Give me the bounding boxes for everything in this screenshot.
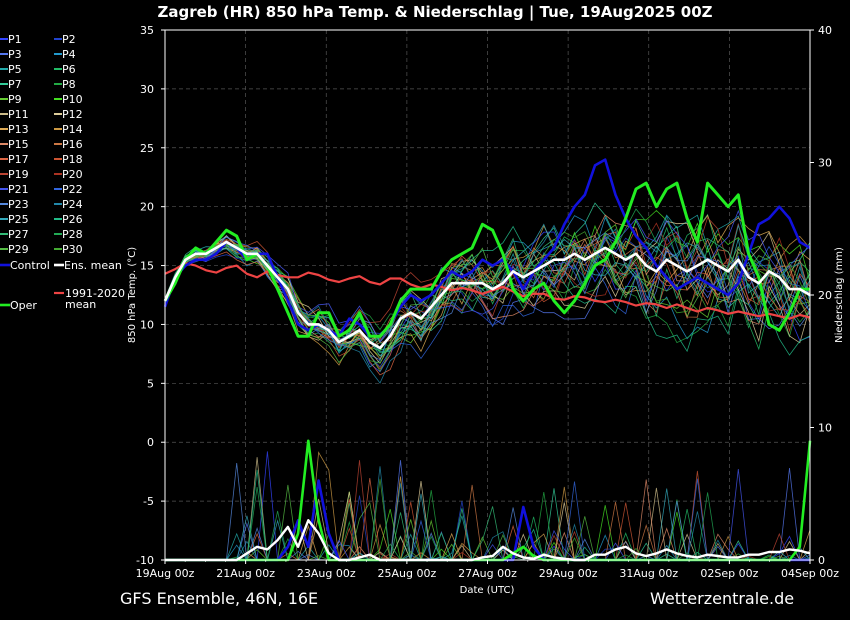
x-tick-label: 31Aug 00z bbox=[619, 567, 678, 580]
legend-label: Control bbox=[10, 259, 50, 272]
legend-label: 1991-2020 mean bbox=[65, 287, 125, 311]
legend-label: P26 bbox=[62, 213, 83, 226]
y2-axis-label: Niederschlag (mm) bbox=[834, 247, 845, 343]
precip-line-ens-mean bbox=[165, 519, 811, 562]
y-tick-label: 30 bbox=[140, 83, 154, 96]
y-tick-label: 35 bbox=[140, 24, 154, 37]
legend-label: P9 bbox=[8, 93, 22, 106]
legend-label: P4 bbox=[62, 48, 76, 61]
y2-tick-label: 20 bbox=[818, 289, 832, 302]
legend-label: P12 bbox=[62, 108, 83, 121]
series-line-oper bbox=[163, 181, 810, 338]
x-axis-label: Date (UTC) bbox=[460, 585, 515, 596]
footer-source: Wetterzentrale.de bbox=[650, 589, 794, 608]
legend-label: Oper bbox=[10, 299, 37, 312]
x-tick-label: 02Sep 00z bbox=[700, 567, 758, 580]
legend-label: P8 bbox=[62, 78, 76, 91]
footer-model: GFS Ensemble, 46N, 16E bbox=[120, 589, 318, 608]
y2-tick-label: 30 bbox=[818, 157, 832, 170]
legend-label: P21 bbox=[8, 183, 29, 196]
y2-axis-ticks: 40 30 20 10 0 bbox=[810, 24, 832, 567]
x-tick-label: 19Aug 00z bbox=[136, 567, 195, 580]
legend-label: P28 bbox=[62, 228, 83, 241]
y-tick-label: -5 bbox=[143, 495, 154, 508]
y-tick-label: 10 bbox=[140, 318, 154, 331]
series-line-ens-mean bbox=[163, 240, 811, 350]
y-tick-label: -10 bbox=[136, 554, 154, 567]
legend-label: P17 bbox=[8, 153, 29, 166]
legend-label: Ens. mean bbox=[64, 259, 122, 272]
legend-label: P25 bbox=[8, 213, 29, 226]
legend-label: P1 bbox=[8, 33, 22, 46]
y-tick-label: 5 bbox=[147, 377, 154, 390]
member-line-p21 bbox=[164, 209, 811, 343]
y2-tick-label: 10 bbox=[818, 422, 832, 435]
legend-label: P10 bbox=[62, 93, 83, 106]
x-tick-label: 29Aug 00z bbox=[539, 567, 598, 580]
legend: P1 P2 P3 P4 P5 P6 P7 P8 P9 P10 P11 P12 P13 P14 P15 P16 P… bbox=[0, 33, 125, 312]
x-tick-label: 25Aug 00z bbox=[378, 567, 437, 580]
legend-label: P24 bbox=[62, 198, 83, 211]
y-tick-label: 20 bbox=[140, 201, 154, 214]
legend-label: P3 bbox=[8, 48, 22, 61]
x-tick-label: 04Sep 00z bbox=[781, 567, 839, 580]
legend-label: P19 bbox=[8, 168, 29, 181]
legend-label: P30 bbox=[62, 243, 83, 256]
x-tick-label: 21Aug 00z bbox=[216, 567, 275, 580]
legend-label: P20 bbox=[62, 168, 83, 181]
legend-label: P22 bbox=[62, 183, 83, 196]
legend-label: P29 bbox=[8, 243, 29, 256]
legend-label: P6 bbox=[62, 63, 76, 76]
chart-title: Zagreb (HR) 850 hPa Temp. & Niederschlag… bbox=[157, 3, 712, 22]
legend-label: P18 bbox=[62, 153, 83, 166]
legend-label: P2 bbox=[62, 33, 76, 46]
series-line-control bbox=[163, 158, 811, 338]
legend-label: P7 bbox=[8, 78, 22, 91]
legend-label: P13 bbox=[8, 123, 29, 136]
series-lines bbox=[163, 158, 811, 350]
y2-tick-label: 40 bbox=[818, 24, 832, 37]
y-axis-ticks: 35 30 25 20 15 10 5 0 -5 -10 bbox=[136, 24, 165, 567]
x-tick-label: 27Aug 00z bbox=[458, 567, 517, 580]
y-tick-label: 25 bbox=[140, 142, 154, 155]
y-axis-label: 850 hPa Temp. (°C) bbox=[127, 247, 138, 343]
x-tick-label: 23Aug 00z bbox=[297, 567, 356, 580]
legend-label: P16 bbox=[62, 138, 83, 151]
legend-label: P11 bbox=[8, 108, 29, 121]
y2-tick-label: 0 bbox=[818, 554, 825, 567]
legend-label: P27 bbox=[8, 228, 29, 241]
legend-label: P14 bbox=[62, 123, 83, 136]
x-axis-ticks: 19Aug 00z 21Aug 00z 23Aug 00z 25Aug 00z 27Au… bbox=[136, 560, 839, 580]
legend-label: P15 bbox=[8, 138, 29, 151]
y-tick-label: 15 bbox=[140, 260, 154, 273]
legend-label: P5 bbox=[8, 63, 22, 76]
legend-label: P23 bbox=[8, 198, 29, 211]
y-tick-label: 0 bbox=[147, 436, 154, 449]
